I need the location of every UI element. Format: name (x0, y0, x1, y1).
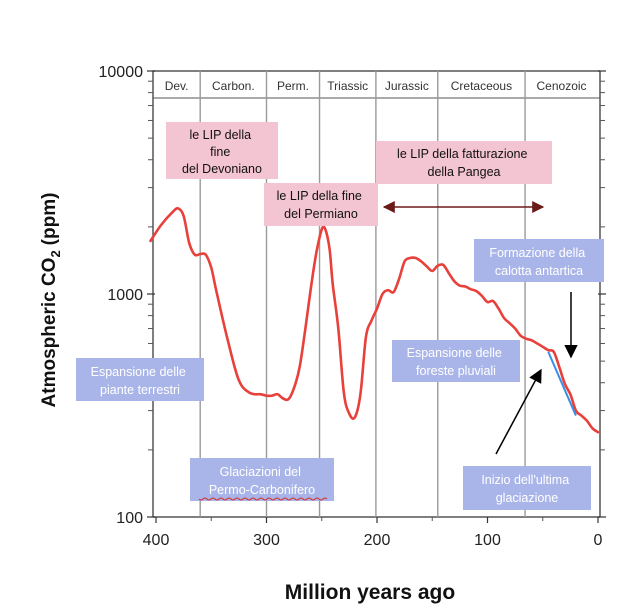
y-tick-label: 100 (116, 510, 143, 527)
x-tick-label: 400 (143, 532, 170, 549)
period-label: Dev. (165, 79, 189, 93)
x-tick-label: 300 (253, 532, 280, 549)
period-label: Cenozoic (537, 79, 587, 93)
y-axis-label-unit: (ppm) (39, 193, 60, 246)
svg-text:Espansione delle piante: Espansione delle piante terrestri (91, 365, 190, 397)
co2-series-line (149, 206, 600, 434)
annotation-lip-permiano: le LIP della fine del Permiano (264, 183, 378, 226)
svg-text:Atmospheric CO2(ppm): Atmospheric CO2 (ppm) (39, 193, 63, 408)
annotation-glaciazione: Inizio dell'ultima glaciazione (463, 466, 591, 510)
x-tick-label: 0 (594, 532, 603, 549)
period-label: Cretaceous (451, 79, 512, 93)
svg-text:Inizio dell'ultima glaci: Inizio dell'ultima glaciazione (481, 473, 572, 505)
period-label: Triassic (327, 79, 368, 93)
annotation-piante: Espansione delle piante terrestri (76, 358, 204, 401)
svg-text:Glaciazioni del Permo-Ca: Glaciazioni del Permo-Carbonifero (209, 465, 315, 497)
annotation-glaciazioni: Glaciazioni del Permo-Carbonifero (190, 458, 334, 501)
y-tick-label: 10000 (99, 64, 144, 81)
y-tick-label: 1000 (107, 287, 143, 304)
annotation-calotta: Formazione della calotta antartica (474, 239, 604, 282)
period-label: Perm. (277, 79, 309, 93)
x-axis-ticks: 400 300 200 100 0 (143, 517, 603, 549)
y-axis-label-main: Atmospheric CO (39, 258, 60, 408)
y-axis-label: Atmospheric CO2 (ppm) (39, 193, 63, 408)
x-axis-label: Million years ago (285, 581, 455, 604)
period-label: Carbon. (212, 79, 255, 93)
x-tick-label: 100 (474, 532, 501, 549)
svg-text:le LIP della fine: le LIP della fine del Devoniano (182, 128, 262, 176)
glaciazione-arrow (495, 368, 542, 455)
y-axis-label-sub: 2 (48, 250, 63, 257)
period-labels: Dev. Carbon. Perm. Triassic Jurassic Cretaceo… (165, 79, 587, 93)
period-label: Jurassic (385, 79, 429, 93)
annotation-lip-devoniano: le LIP della fine del Devoniano (166, 122, 278, 179)
annotation-foreste: Espansione delle foreste pluviali (392, 340, 520, 382)
spellcheck-underline (198, 497, 328, 501)
y-axis-ticks: 100 1000 10000 (99, 64, 606, 527)
cenozoic-trend-segment (547, 351, 577, 416)
svg-text:le LIP della fine del Pe: le LIP della fine del Permiano (277, 189, 366, 221)
svg-text:Espansione delle foreste: Espansione delle foreste pluviali (407, 346, 506, 378)
svg-text:le LIP della fatturazione: le LIP della fatturazione della Pangea (397, 147, 531, 179)
annotation-lip-pangea: le LIP della fatturazione della Pangea (376, 141, 552, 184)
x-tick-label: 200 (364, 532, 391, 549)
svg-text:Formazione della calotta: Formazione della calotta antartica (489, 246, 588, 278)
